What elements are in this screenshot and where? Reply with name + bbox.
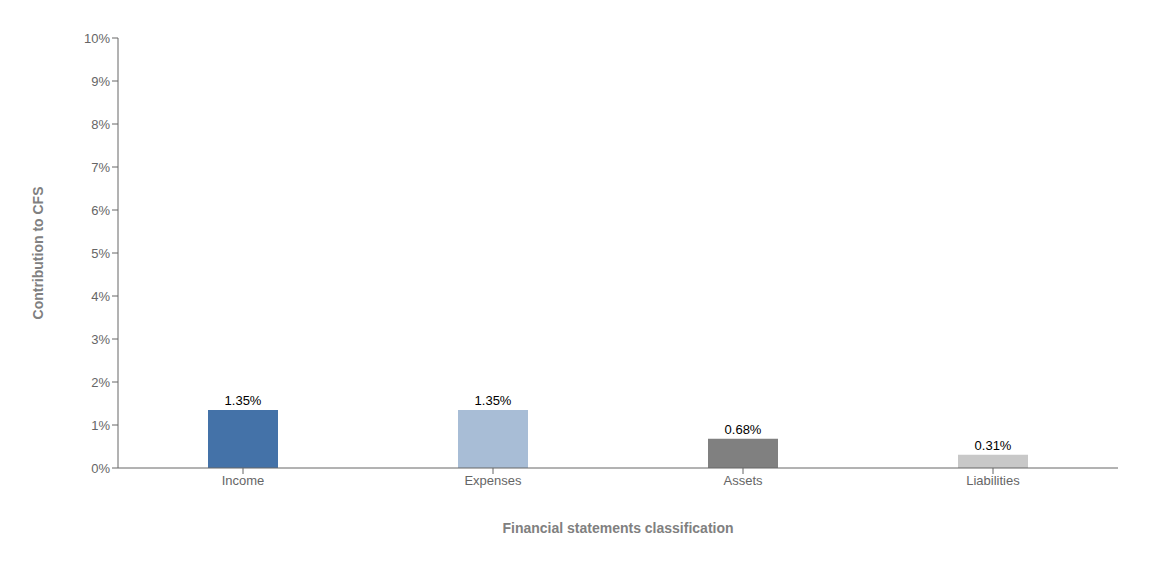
svg-text:0%: 0% xyxy=(91,461,110,476)
svg-text:1%: 1% xyxy=(91,418,110,433)
svg-text:Assets: Assets xyxy=(723,473,763,488)
svg-text:8%: 8% xyxy=(91,117,110,132)
svg-text:9%: 9% xyxy=(91,74,110,89)
svg-text:4%: 4% xyxy=(91,289,110,304)
svg-text:0.68%: 0.68% xyxy=(725,422,762,437)
svg-text:Liabilities: Liabilities xyxy=(966,473,1020,488)
svg-text:Financial statements classific: Financial statements classification xyxy=(502,520,733,536)
svg-text:1.35%: 1.35% xyxy=(475,393,512,408)
svg-text:2%: 2% xyxy=(91,375,110,390)
svg-text:Expenses: Expenses xyxy=(464,473,522,488)
svg-text:5%: 5% xyxy=(91,246,110,261)
svg-text:1.35%: 1.35% xyxy=(225,393,262,408)
svg-text:3%: 3% xyxy=(91,332,110,347)
svg-text:10%: 10% xyxy=(84,31,110,46)
svg-text:0.31%: 0.31% xyxy=(975,438,1012,453)
svg-text:7%: 7% xyxy=(91,160,110,175)
svg-text:Contribution to CFS: Contribution to CFS xyxy=(30,187,46,320)
svg-text:6%: 6% xyxy=(91,203,110,218)
svg-text:Income: Income xyxy=(222,473,265,488)
